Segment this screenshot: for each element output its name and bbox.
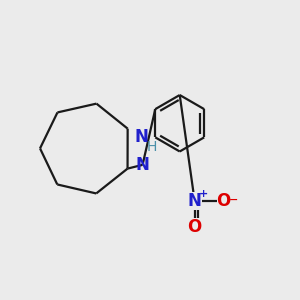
Text: +: +	[199, 189, 208, 199]
Text: N: N	[188, 191, 202, 209]
Text: −: −	[229, 195, 238, 205]
Text: O: O	[217, 191, 231, 209]
Text: N: N	[135, 128, 149, 146]
Text: O: O	[188, 218, 202, 236]
Text: N: N	[136, 156, 149, 174]
Text: H: H	[146, 140, 157, 154]
